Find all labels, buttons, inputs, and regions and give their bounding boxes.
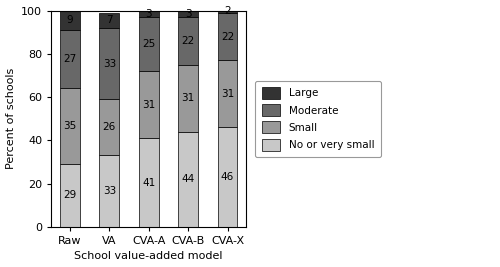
Bar (100, 13, 119, 28)
Text: 33: 33 (102, 186, 116, 196)
Legend: Large, Moderate, Small, No or very small: Large, Moderate, Small, No or very small (256, 81, 380, 157)
Text: 46: 46 (221, 172, 234, 182)
Y-axis label: Percent of schools: Percent of schools (6, 68, 16, 169)
Bar (178, 65, 198, 132)
Text: 3: 3 (146, 9, 152, 19)
Bar (100, 28, 119, 99)
Bar (60, 11, 80, 30)
Text: 22: 22 (221, 32, 234, 41)
Bar (218, 60, 238, 127)
Text: 31: 31 (182, 93, 195, 103)
Bar (100, 155, 119, 227)
Bar (178, 17, 198, 65)
Text: 31: 31 (142, 100, 156, 110)
Text: 29: 29 (63, 190, 76, 201)
Text: 9: 9 (66, 15, 73, 25)
Text: 27: 27 (63, 54, 76, 64)
Bar (178, 11, 198, 17)
Bar (139, 11, 158, 17)
Bar (218, 8, 238, 13)
Bar (139, 17, 158, 71)
Text: 33: 33 (102, 58, 116, 69)
Text: 31: 31 (221, 89, 234, 99)
X-axis label: School value-added model: School value-added model (74, 252, 223, 261)
Bar (139, 138, 158, 227)
Text: 3: 3 (185, 9, 192, 19)
Text: 44: 44 (182, 174, 195, 184)
Text: 7: 7 (106, 15, 112, 25)
Bar (139, 71, 158, 138)
Bar (60, 88, 80, 164)
Text: 22: 22 (182, 36, 195, 46)
Text: 2: 2 (224, 6, 231, 15)
Bar (60, 30, 80, 88)
Bar (60, 164, 80, 227)
Text: 25: 25 (142, 39, 156, 49)
Bar (218, 13, 238, 60)
Bar (100, 99, 119, 155)
Text: 26: 26 (102, 122, 116, 132)
Bar (218, 127, 238, 227)
Text: 41: 41 (142, 178, 156, 187)
Text: 35: 35 (63, 121, 76, 131)
Bar (178, 132, 198, 227)
